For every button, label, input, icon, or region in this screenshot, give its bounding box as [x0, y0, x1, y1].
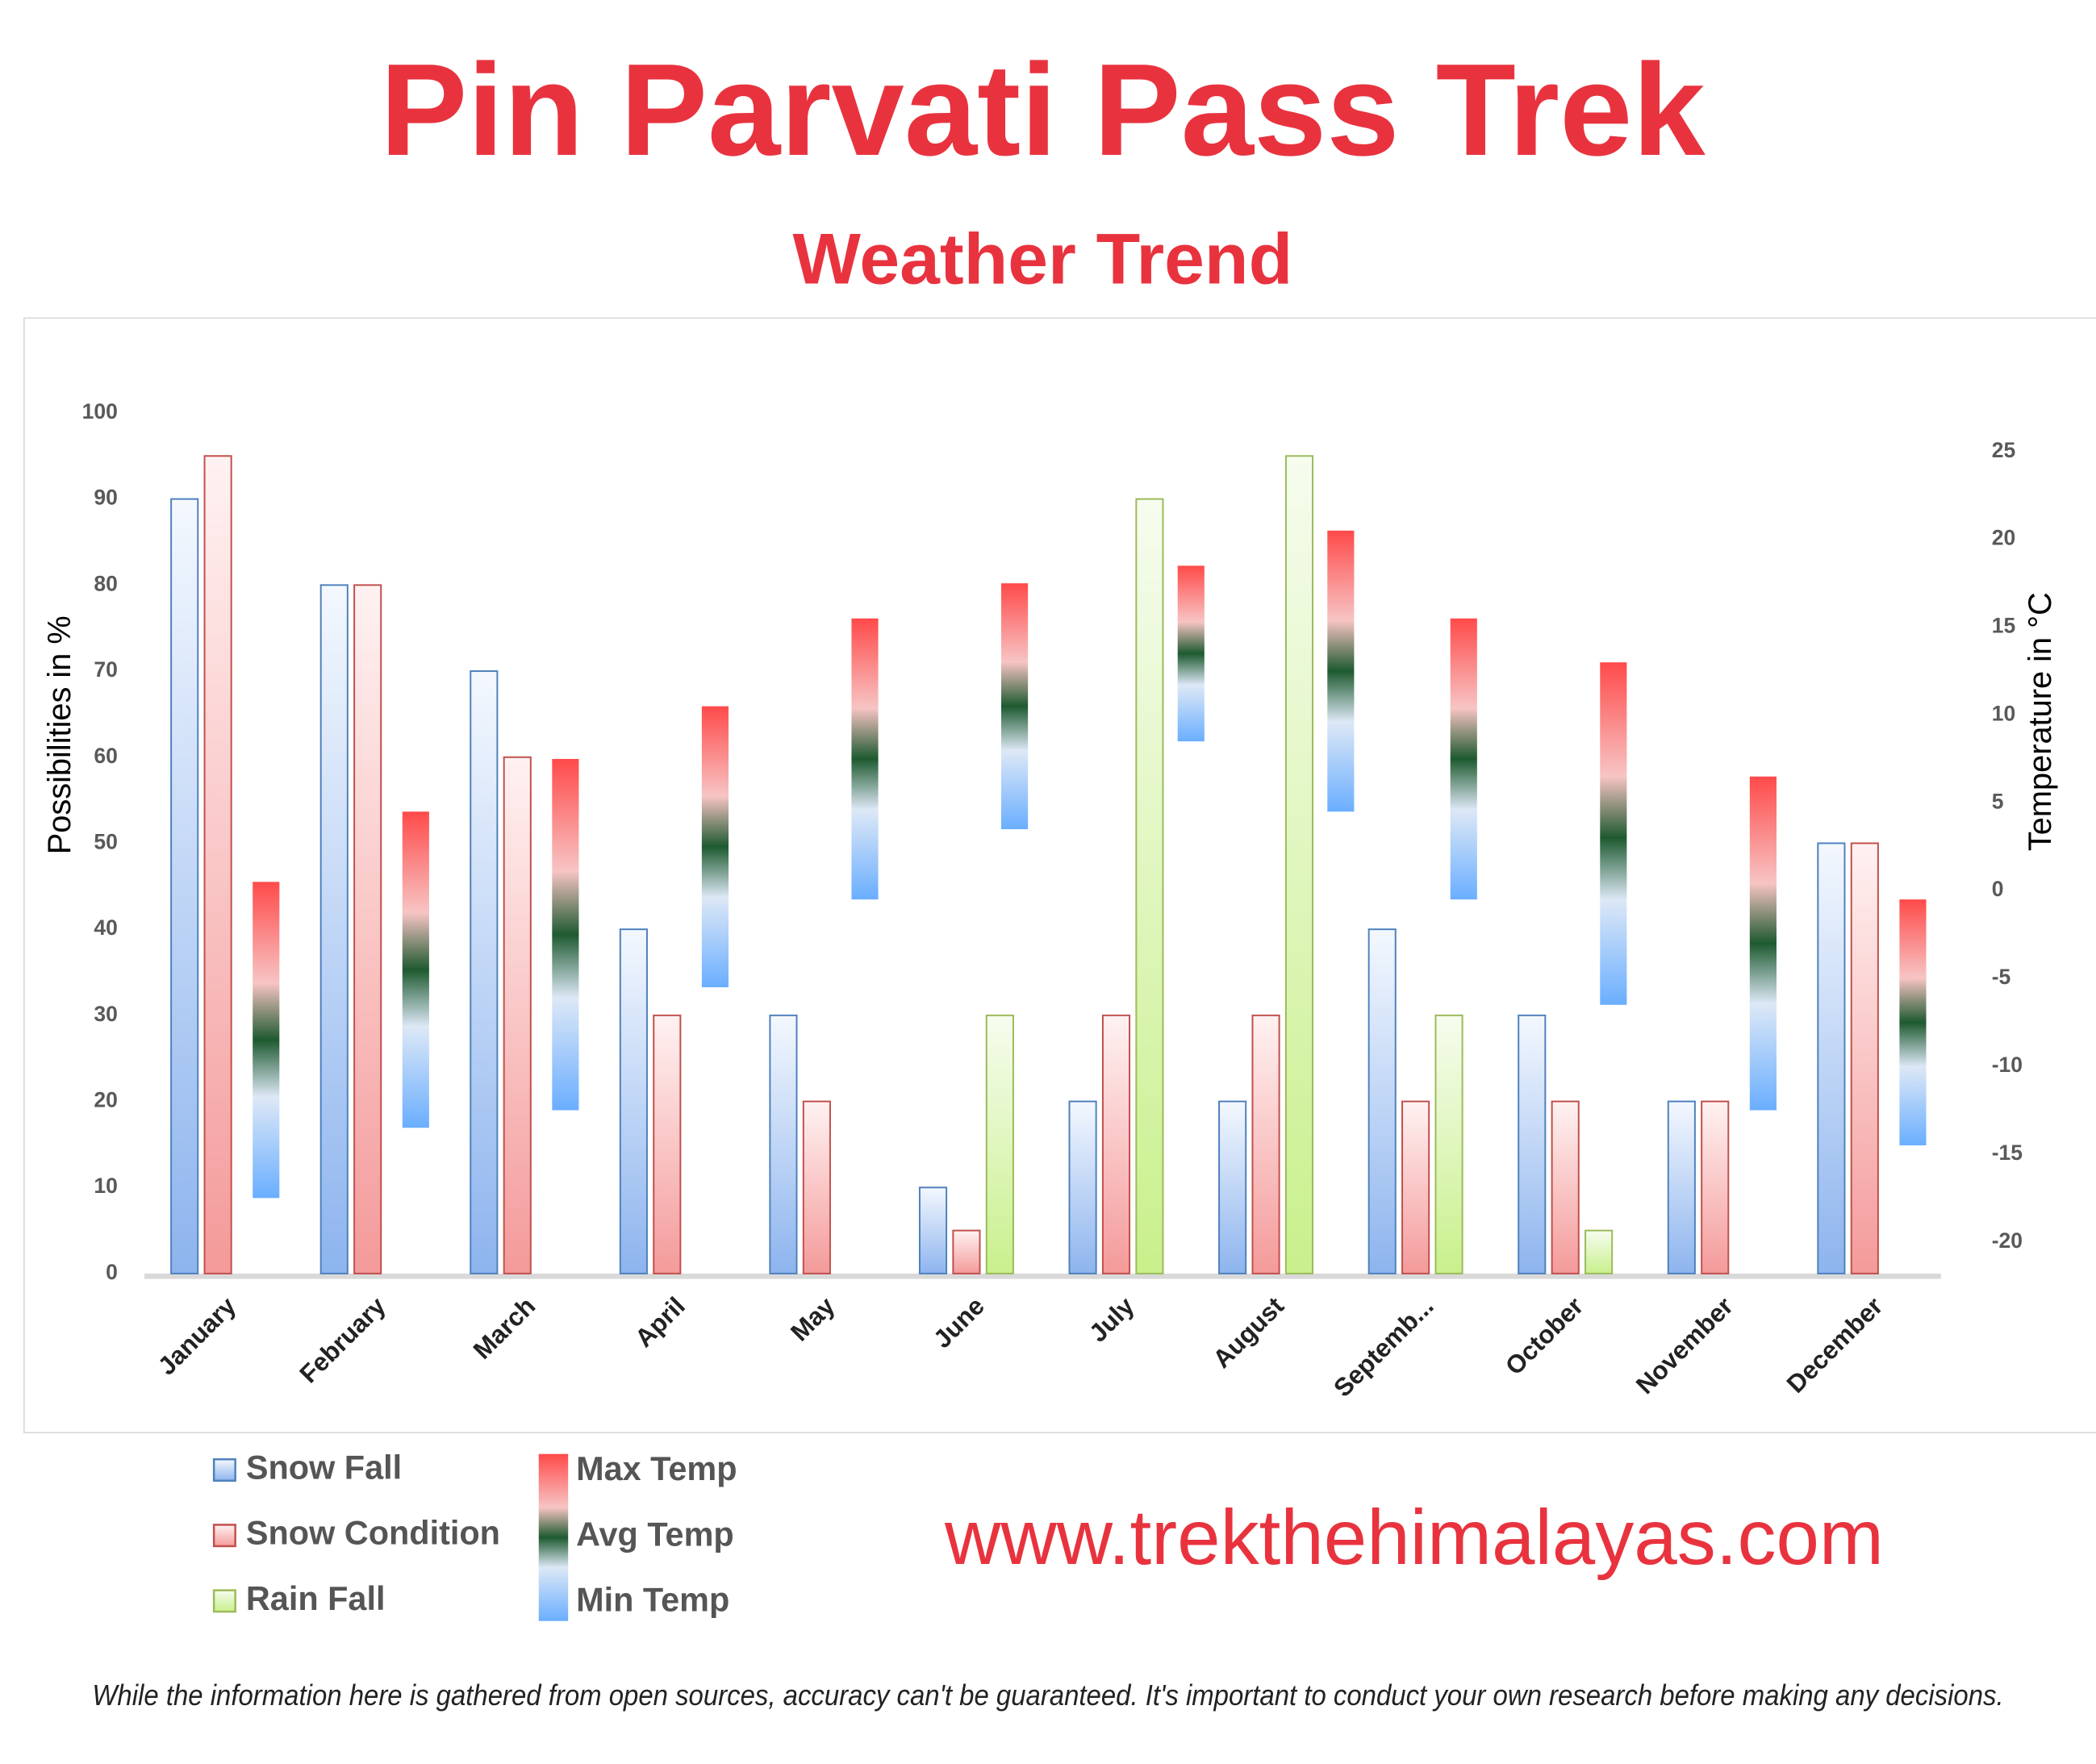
y2-tick-label: 25 — [1992, 438, 2015, 462]
bar — [985, 1014, 1014, 1274]
y-tick-label: 40 — [94, 915, 117, 940]
y2-tick-label: -15 — [1992, 1141, 2023, 1165]
legend-label: Snow Fall — [246, 1449, 402, 1486]
legend-label: Min Temp — [576, 1581, 729, 1618]
y-axis-title: Possibilities in % — [42, 615, 77, 854]
bar — [952, 1229, 981, 1274]
y2-tick-label: 20 — [1992, 526, 2015, 550]
temperature-range-bar — [1327, 530, 1355, 812]
bar — [1551, 1100, 1580, 1274]
bar — [1817, 842, 1846, 1274]
temperature-range-bar — [253, 882, 280, 1199]
y2-tick-label: -10 — [1992, 1053, 2023, 1077]
bar — [653, 1014, 682, 1274]
website-url: www.trekthehimalayas.com — [944, 1495, 1884, 1581]
y2-tick-label: 0 — [1992, 877, 2004, 901]
chart-subtitle: Weather Trend — [793, 219, 1293, 299]
temperature-range-bar — [1450, 618, 1477, 900]
temperature-range-bar — [1001, 583, 1029, 830]
y2-tick-label: 10 — [1992, 701, 2015, 725]
bar — [918, 1186, 948, 1274]
bar — [1850, 842, 1879, 1274]
bar — [619, 928, 648, 1274]
y2-tick-label: 15 — [1992, 614, 2015, 638]
bar — [1251, 1014, 1280, 1274]
bar — [802, 1100, 831, 1274]
bar — [1284, 455, 1314, 1274]
bar — [353, 584, 382, 1274]
temperature-range-bar — [1600, 662, 1627, 1005]
bar — [319, 584, 349, 1274]
chart-title: Pin Parvati Pass Trek — [380, 37, 1706, 183]
y-tick-label: 100 — [82, 399, 118, 423]
y2-tick-label: -5 — [1992, 965, 2011, 989]
bar — [1518, 1014, 1547, 1274]
temperature-range-bar — [1749, 776, 1777, 1111]
temperature-range-bar — [552, 758, 579, 1111]
bar — [1667, 1100, 1696, 1274]
temperature-range-bar — [1899, 899, 1927, 1145]
bar — [1218, 1100, 1247, 1274]
bar — [1434, 1014, 1463, 1274]
temperature-range-bar — [402, 811, 429, 1128]
bar — [769, 1014, 798, 1274]
bar — [1101, 1014, 1131, 1274]
bar — [1401, 1100, 1430, 1274]
legend-swatch — [538, 1453, 569, 1621]
bar — [203, 455, 232, 1274]
bar — [1701, 1100, 1730, 1274]
bar — [170, 498, 199, 1274]
y-tick-label: 90 — [94, 486, 117, 510]
bar — [1585, 1229, 1614, 1274]
legend-swatch — [212, 1458, 236, 1482]
legend-label: Max Temp — [576, 1450, 737, 1487]
disclaimer: While the information here is gathered f… — [92, 1679, 2003, 1712]
bar — [503, 756, 532, 1274]
legend-label: Snow Condition — [246, 1515, 500, 1552]
y-tick-label: 10 — [94, 1174, 117, 1198]
y2-tick-label: 5 — [1992, 789, 2004, 813]
y-tick-label: 80 — [94, 571, 117, 595]
y-tick-label: 30 — [94, 1002, 117, 1026]
bar — [1367, 928, 1397, 1274]
legend-label: Rain Fall — [246, 1580, 386, 1617]
y-tick-label: 60 — [94, 744, 117, 768]
bar — [1068, 1100, 1097, 1274]
y-tick-label: 0 — [106, 1260, 118, 1284]
temperature-range-bar — [1177, 565, 1205, 742]
y2-tick-label: -20 — [1992, 1228, 2023, 1253]
y2-axis-title: Temperature in °C — [2023, 592, 2058, 851]
legend-swatch — [212, 1524, 236, 1548]
temperature-range-bar — [701, 706, 729, 988]
temperature-range-bar — [851, 618, 879, 900]
bar — [1135, 498, 1164, 1274]
y-tick-label: 70 — [94, 657, 117, 682]
y-tick-label: 20 — [94, 1088, 117, 1112]
legend-label: Avg Temp — [576, 1516, 734, 1553]
legend-swatch — [212, 1589, 236, 1613]
y-tick-label: 50 — [94, 829, 117, 853]
bar — [470, 670, 499, 1274]
